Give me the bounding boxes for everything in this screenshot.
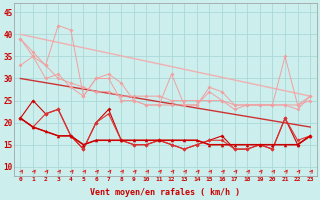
X-axis label: Vent moyen/en rafales ( km/h ): Vent moyen/en rafales ( km/h ) bbox=[90, 188, 240, 197]
